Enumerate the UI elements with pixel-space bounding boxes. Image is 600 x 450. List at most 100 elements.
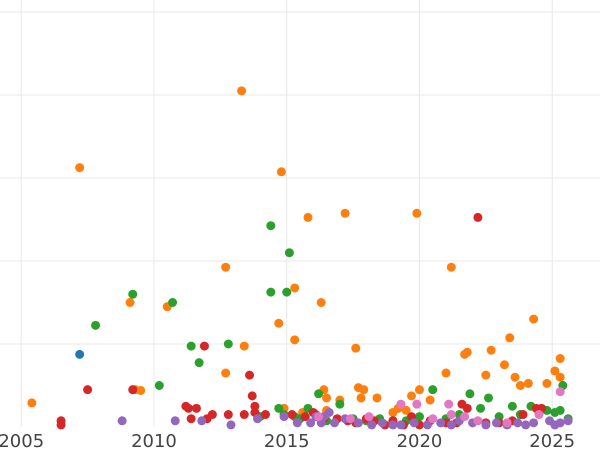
data-point — [483, 393, 493, 403]
data-point — [396, 399, 406, 409]
data-point — [194, 358, 204, 368]
data-point — [491, 418, 501, 428]
data-point — [436, 418, 446, 428]
data-point — [422, 420, 432, 430]
data-point — [364, 412, 374, 422]
data-point — [529, 314, 539, 324]
data-point — [401, 405, 411, 415]
data-point — [125, 298, 135, 307]
data-point — [529, 418, 539, 428]
data-point — [279, 412, 289, 422]
data-point — [266, 287, 276, 297]
x-tick-label: 2025 — [529, 431, 575, 450]
x-tick-label: 2010 — [131, 431, 177, 450]
data-point — [168, 298, 178, 307]
data-point — [481, 370, 491, 380]
data-point — [396, 420, 406, 430]
data-point — [367, 420, 377, 430]
x-axis-ticks: 2005 2010 2015 2020 2025 — [0, 431, 575, 450]
data-point — [462, 403, 472, 413]
data-point — [388, 420, 398, 430]
data-point — [412, 208, 422, 218]
data-point — [523, 378, 533, 388]
data-point — [221, 262, 231, 272]
data-point — [290, 335, 300, 345]
data-point — [441, 368, 451, 378]
data-point — [207, 410, 217, 420]
data-point — [409, 418, 419, 428]
data-point — [75, 349, 85, 359]
data-point — [117, 416, 127, 426]
data-point — [186, 414, 196, 424]
data-point — [253, 414, 263, 424]
data-point — [460, 412, 470, 422]
data-point — [555, 372, 565, 382]
data-point — [473, 212, 483, 222]
data-point — [300, 412, 310, 422]
data-point — [183, 403, 193, 413]
data-point — [199, 341, 209, 351]
data-point — [223, 339, 233, 349]
data-point — [239, 410, 249, 420]
data-point — [428, 385, 438, 395]
data-point — [446, 262, 456, 272]
x-tick-label: 2005 — [0, 431, 44, 450]
data-point — [128, 289, 138, 299]
data-point — [505, 333, 515, 343]
data-point — [314, 412, 324, 422]
data-point — [414, 385, 424, 395]
data-point — [266, 221, 276, 231]
data-point — [274, 403, 284, 413]
data-point — [534, 410, 544, 420]
data-point — [237, 86, 247, 96]
data-point — [276, 167, 286, 177]
data-point — [136, 385, 146, 395]
data-point — [274, 318, 284, 328]
data-point — [555, 405, 565, 415]
data-point — [250, 401, 260, 411]
data-point — [128, 385, 138, 395]
data-point — [563, 416, 573, 426]
data-point — [91, 320, 101, 330]
data-point — [56, 420, 66, 430]
data-point — [462, 347, 472, 357]
data-point — [428, 414, 438, 424]
data-point — [170, 416, 180, 426]
data-point — [359, 385, 369, 395]
data-point — [444, 399, 454, 409]
data-point — [510, 372, 520, 382]
data-point — [372, 393, 382, 403]
data-point — [335, 399, 345, 409]
data-point — [407, 391, 417, 401]
data-point — [245, 370, 255, 380]
data-point — [513, 418, 523, 428]
data-point — [330, 418, 340, 428]
data-point — [446, 420, 456, 430]
data-point — [282, 287, 292, 297]
data-point — [521, 420, 531, 430]
x-tick-label: 2020 — [397, 431, 443, 450]
data-point — [414, 412, 424, 422]
data-point — [353, 418, 363, 428]
data-point — [247, 391, 257, 401]
data-point — [303, 212, 313, 222]
data-point — [284, 248, 294, 258]
data-point — [290, 283, 300, 293]
data-point — [197, 416, 207, 426]
data-point — [446, 410, 456, 420]
data-point — [260, 410, 270, 420]
data-point — [555, 387, 565, 397]
data-point — [515, 381, 525, 390]
data-point — [186, 341, 196, 351]
data-point — [518, 410, 528, 420]
data-point — [351, 343, 361, 353]
data-point — [287, 410, 297, 420]
data-point — [154, 381, 164, 390]
data-point — [191, 403, 201, 413]
data-point — [316, 298, 326, 307]
data-point — [388, 407, 398, 417]
data-point — [476, 403, 486, 413]
data-point — [486, 345, 496, 355]
data-point — [83, 385, 93, 395]
data-point — [221, 368, 231, 378]
